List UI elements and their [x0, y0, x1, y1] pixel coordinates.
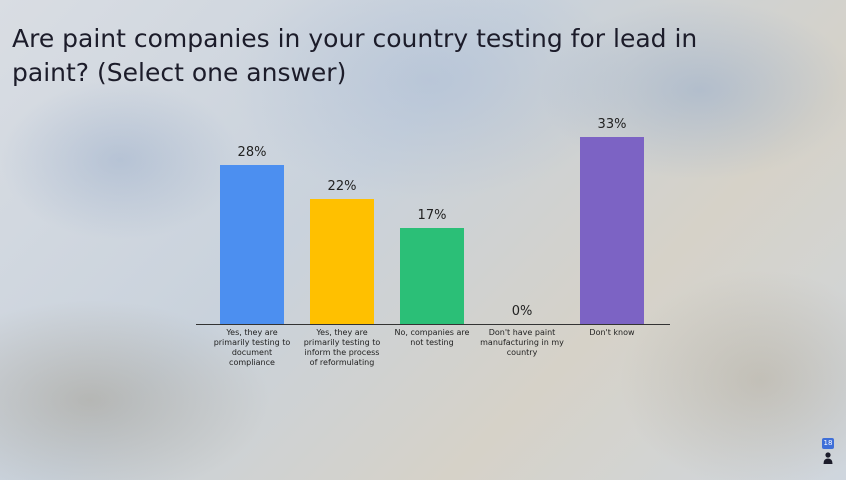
value-label: 0% [511, 304, 533, 319]
category-label: Yes, they are primarily testing to infor… [303, 328, 381, 367]
chart-title: Are paint companies in your country test… [12, 24, 698, 87]
person-icon [823, 452, 833, 464]
bar [400, 227, 464, 324]
value-label: 22% [327, 179, 357, 195]
bar [310, 199, 374, 324]
category-label: Yes, they are primarily testing to docum… [213, 328, 291, 367]
value-label: 33% [597, 117, 627, 132]
baseline [196, 324, 670, 325]
value-label: 17% [417, 207, 447, 223]
category-label: No, companies are not testing [394, 328, 470, 347]
value-label: 28% [237, 145, 267, 161]
category-label: Don't know [589, 328, 635, 337]
participant-count: 18 [822, 438, 834, 449]
bar [220, 165, 284, 324]
category-label: Don't have paint manufacturing in my cou… [480, 328, 564, 357]
bar [580, 137, 644, 324]
